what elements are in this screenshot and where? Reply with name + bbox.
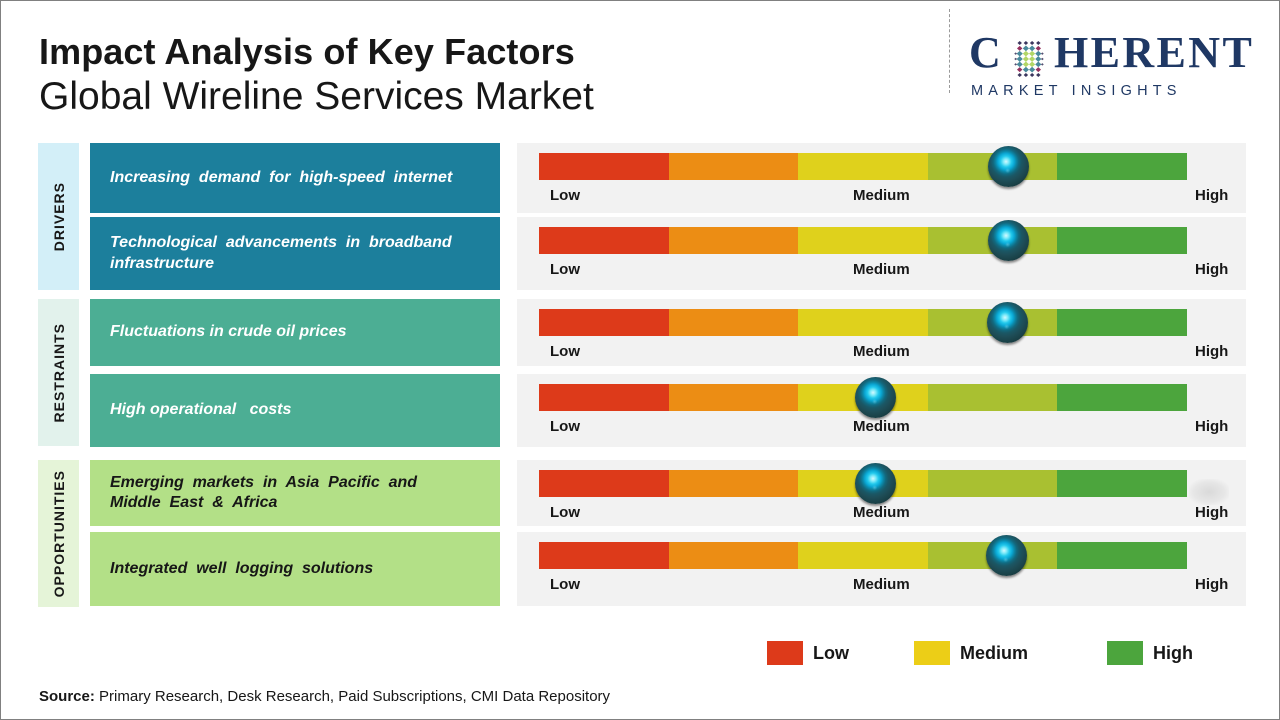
svg-text:C: C xyxy=(969,33,1001,77)
svg-text:HERENT: HERENT xyxy=(1054,33,1254,77)
svg-text:MARKET INSIGHTS: MARKET INSIGHTS xyxy=(971,83,1182,99)
